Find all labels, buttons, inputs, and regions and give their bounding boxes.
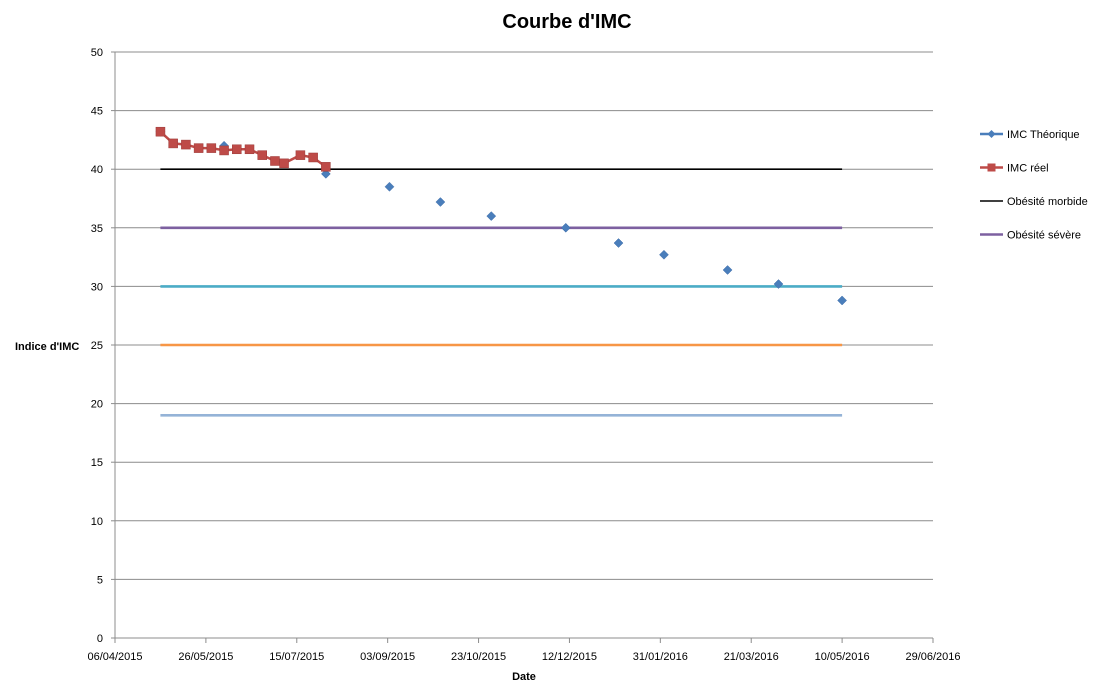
legend: IMC Théorique IMC réel Obésité morbide Obés… bbox=[980, 129, 1088, 242]
x-tick-label: 29/06/2016 bbox=[905, 651, 960, 663]
x-tick-label: 21/03/2016 bbox=[724, 651, 779, 663]
legend-item-ob-sit-morbide: Obésité morbide bbox=[980, 196, 1088, 208]
legend-label: IMC réel bbox=[1007, 163, 1049, 175]
y-tick-label: 30 bbox=[91, 281, 103, 293]
x-tick-label: 15/07/2015 bbox=[269, 651, 324, 663]
x-axis-title: Date bbox=[512, 671, 536, 683]
data-point-imc-th-orique bbox=[773, 279, 784, 289]
x-tick-label: 31/01/2016 bbox=[633, 651, 688, 663]
data-point-imc-th-orique bbox=[560, 222, 571, 233]
data-point-imc-r-el bbox=[181, 139, 191, 150]
data-point-imc-th-orique bbox=[435, 197, 446, 207]
data-point-imc-r-el bbox=[270, 156, 280, 166]
data-point-imc-th-orique bbox=[837, 295, 847, 306]
data-point-imc-r-el bbox=[232, 144, 242, 155]
data-point-imc-th-orique bbox=[321, 169, 331, 179]
legend-marker-diamond bbox=[987, 130, 996, 138]
y-tick-label: 10 bbox=[91, 516, 103, 528]
data-point-imc-r-el bbox=[219, 145, 229, 156]
data-point-imc-r-el bbox=[155, 126, 166, 137]
data-point-imc-r-el bbox=[257, 150, 267, 160]
data-point-imc-r-el bbox=[279, 158, 289, 169]
x-tick-label: 06/04/2015 bbox=[87, 651, 142, 663]
data-point-imc-r-el bbox=[244, 144, 255, 155]
x-tick-label: 10/05/2016 bbox=[815, 651, 870, 663]
legend-item-imc-th-orique: IMC Théorique bbox=[980, 129, 1080, 141]
data-point-imc-th-orique bbox=[613, 238, 624, 248]
plot-area bbox=[155, 126, 847, 417]
data-point-imc-th-orique bbox=[486, 211, 497, 221]
y-tick-label: 45 bbox=[91, 106, 103, 118]
x-tick-label: 03/09/2015 bbox=[360, 651, 415, 663]
y-tick-label: 25 bbox=[91, 340, 103, 352]
y-tick-label: 15 bbox=[91, 457, 103, 469]
y-tick-label: 40 bbox=[91, 164, 103, 176]
y-tick-label: 35 bbox=[91, 223, 103, 235]
legend-label: IMC Théorique bbox=[1007, 129, 1080, 141]
data-point-imc-r-el bbox=[295, 150, 306, 160]
data-point-imc-r-el bbox=[321, 162, 331, 172]
data-point-imc-r-el bbox=[308, 152, 318, 163]
x-tick-label: 12/12/2015 bbox=[542, 651, 597, 663]
legend-label: Obésité sévère bbox=[1007, 230, 1081, 242]
legend-marker-square bbox=[987, 163, 996, 172]
data-point-imc-th-orique bbox=[659, 249, 669, 260]
chart-title: Courbe d'IMC bbox=[502, 11, 631, 33]
data-point-imc-r-el bbox=[206, 143, 217, 153]
y-tick-label: 20 bbox=[91, 399, 103, 411]
data-point-imc-r-el bbox=[193, 143, 204, 153]
data-point-imc-th-orique bbox=[384, 181, 395, 192]
x-tick-label: 26/05/2015 bbox=[178, 651, 233, 663]
data-point-imc-th-orique bbox=[722, 265, 733, 275]
data-point-imc-r-el bbox=[168, 138, 178, 149]
legend-label: Obésité morbide bbox=[1007, 196, 1088, 208]
legend-item-imc-r-el: IMC réel bbox=[980, 163, 1049, 175]
y-tick-label: 0 bbox=[97, 633, 103, 645]
legend-item-ob-sit-s-v-re: Obésité sévère bbox=[980, 230, 1081, 242]
y-tick-label: 5 bbox=[97, 574, 103, 586]
y-axis-title: Indice d'IMC bbox=[15, 341, 79, 353]
x-tick-label: 23/10/2015 bbox=[451, 651, 506, 663]
gridlines bbox=[115, 51, 933, 580]
axes: 0 5 10 15 20 25 30 35 40 45 50 06/04/2015 26/05/2015… bbox=[87, 47, 960, 663]
y-tick-label: 50 bbox=[91, 47, 103, 59]
